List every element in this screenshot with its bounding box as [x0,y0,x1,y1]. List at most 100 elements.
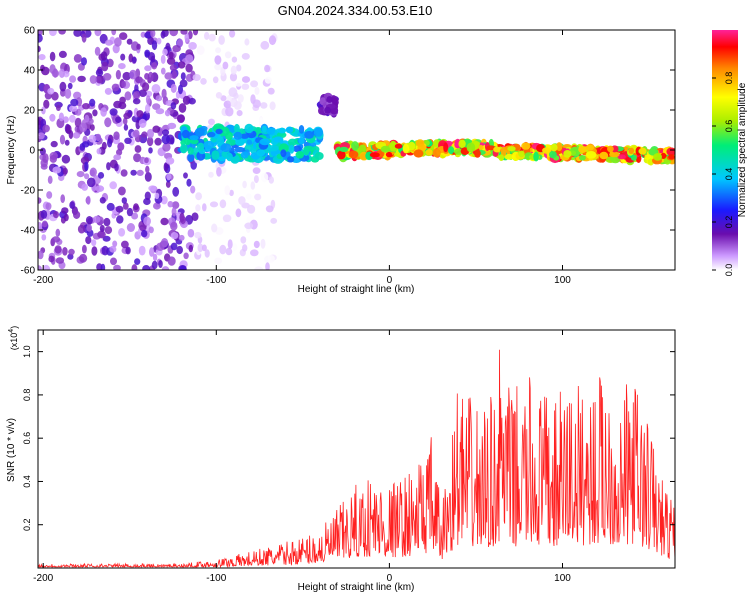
heatmap-cell [180,139,186,146]
heatmap-cell [351,141,359,151]
heatmap-cell [190,138,199,145]
y-tick-label: -20 [21,186,36,197]
heatmap-cell [167,201,174,208]
heatmap-cell [247,204,256,214]
heatmap-cell [169,30,178,37]
heatmap-cell [250,80,259,88]
y-tick-label: 0.4 [22,475,32,488]
heatmap-cell [369,152,380,158]
heatmap-cell [114,163,119,172]
heatmap-cell [116,215,124,224]
heatmap-cell [97,230,106,239]
heatmap-cell [189,135,199,141]
heatmap-cell [134,258,141,265]
heatmap-cell [54,245,62,254]
heatmap-cell [167,256,176,266]
heatmap-cell [204,249,210,258]
x-tick-label: 0 [387,573,393,584]
heatmap-cell [119,32,128,40]
heatmap-cell [402,143,410,154]
heatmap-cell [58,30,66,35]
heatmap-cell [47,87,55,95]
heatmap-cell [358,144,367,155]
heatmap-cell [97,172,105,179]
heatmap-cell [58,112,64,122]
heatmap-cell [122,202,129,210]
heatmap-cell [38,197,42,204]
heatmap-cell [38,250,44,260]
heatmap-cell [115,205,124,213]
heatmap-cell [195,192,203,201]
heatmap-cell [161,266,170,270]
heatmap-cell [644,154,651,160]
heatmap-cell [242,180,247,189]
heatmap-cell [178,84,183,95]
heatmap-cell [64,88,72,99]
heatmap-cell [230,65,237,75]
heatmap-cell [102,235,111,242]
heatmap-cell [131,56,137,64]
heatmap-cell [48,255,55,263]
heatmap-cell [232,243,238,252]
heatmap-cell [507,146,516,152]
heatmap-cell [192,74,201,81]
heatmap-cell [136,43,141,50]
y-tick-label: 0 [29,146,35,157]
snr-y-label: SNR (10 * v/v) [6,418,17,482]
heatmap-cell [106,162,111,171]
heatmap-cell [607,145,614,153]
heatmap-cell [266,127,276,135]
heatmap-cell [579,155,586,161]
heatmap-cell [209,201,219,208]
heatmap-cell [270,217,278,224]
heatmap-cell [192,30,199,36]
heatmap-cell [171,201,180,210]
heatmap-cell [220,66,226,77]
heatmap-cell [194,127,205,137]
heatmap-cell [241,53,250,60]
heatmap-cell [183,172,188,179]
heatmap-cell [38,265,42,270]
heatmap-cell [160,31,166,39]
heatmap-cell [142,265,151,270]
heatmap-cell [156,37,162,45]
heatmap-cell [215,128,223,135]
heatmap-cell [81,57,87,66]
heatmap-cell [224,185,231,196]
heatmap-cell [280,149,287,158]
snr-frame [37,329,676,569]
y-tick-label: 0.6 [22,432,32,445]
heatmap-cell [324,106,331,114]
heatmap-cell [41,220,48,228]
heatmap-cell [91,239,97,247]
heatmap-cell [111,83,120,92]
heatmap-cell [179,265,187,270]
heatmap-cell [599,151,609,160]
heatmap-cell [152,253,158,262]
heatmap-cell [84,173,90,180]
heatmap-cell [130,169,137,176]
heatmap-cell [252,167,261,175]
heatmap-cell [43,99,50,109]
heatmap-cell [549,150,557,159]
heatmap-cell [61,207,69,214]
heatmap-cell [474,149,481,158]
heatmap-cell [585,144,595,151]
heatmap-cell [176,245,183,255]
heatmap-cell [229,189,234,197]
heatmap-cell [176,38,184,48]
heatmap-cell [187,228,195,238]
heatmap-cell [172,45,181,53]
heatmap-cell [104,87,112,95]
heatmap-cell [45,202,52,211]
heatmap-cell [100,263,106,270]
heatmap-cell [443,142,449,153]
heatmap-cell [139,224,147,232]
heatmap-cell [86,224,93,232]
heatmap-cell [101,61,109,72]
heatmap-cell [156,242,165,251]
snr-ticks: -200 -100 0 100 1.0 0.8 0.6 0.4 0.2 [22,330,675,584]
heatmap-cell [236,110,243,117]
heatmap-cell [185,54,194,64]
heatmap-cell [52,166,62,174]
